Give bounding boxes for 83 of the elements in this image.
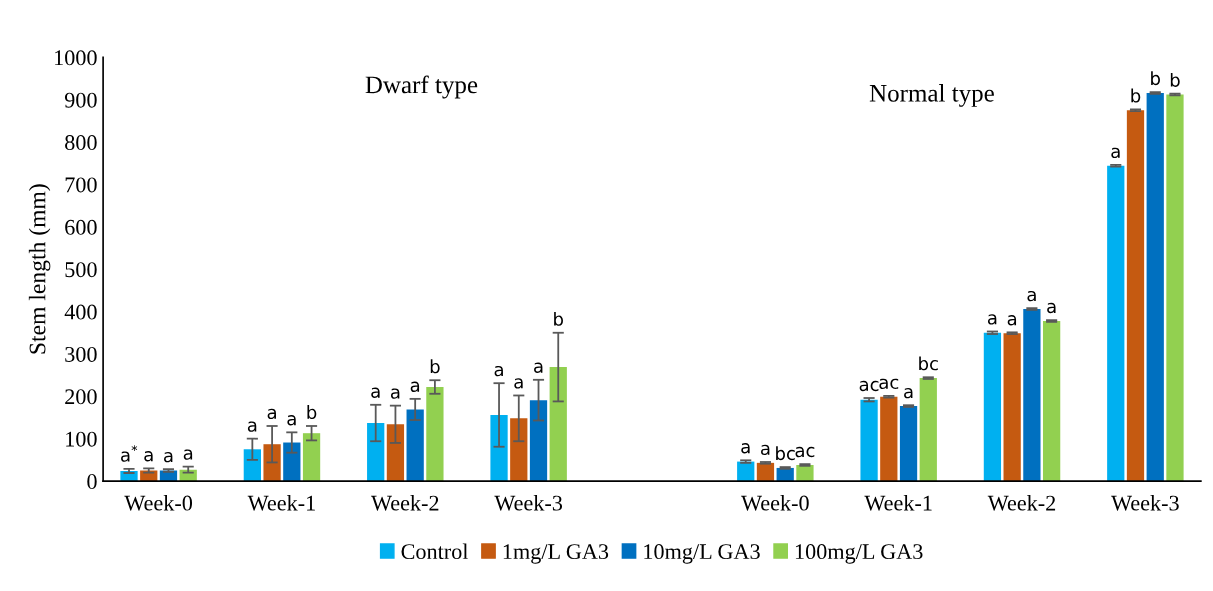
data-label: a — [1111, 147, 1120, 159]
x-tick-label: Week-3 — [494, 494, 563, 511]
legend-label: 100mg/L GA3 — [795, 544, 923, 564]
annotation: Dwarf type — [365, 75, 478, 99]
data-label: a — [164, 451, 173, 463]
bar — [406, 409, 424, 482]
bar — [367, 423, 385, 482]
bar — [529, 400, 548, 482]
y-axis-title: Stem length (mm) — [28, 184, 51, 354]
data-label: b — [430, 359, 440, 374]
data-label: a — [267, 408, 276, 420]
bar — [860, 399, 878, 482]
x-tick-label: Week-1 — [864, 494, 932, 511]
bar — [302, 433, 321, 482]
data-label: a$^{*}$ — [121, 445, 138, 462]
bar — [510, 418, 528, 482]
bar — [899, 406, 918, 482]
y-tick-label: 0 — [87, 474, 97, 489]
y-tick-label: 500 — [65, 262, 97, 278]
bar — [919, 378, 937, 482]
data-label: b — [307, 405, 317, 420]
data-label: a — [144, 451, 153, 462]
bar — [880, 396, 898, 482]
data-label: a — [1027, 290, 1036, 302]
y-tick-label: 300 — [65, 346, 97, 362]
bar — [1023, 309, 1041, 482]
y-tick-label: 1000 — [55, 50, 97, 66]
data-label: a — [390, 388, 400, 399]
data-label: a — [287, 415, 296, 426]
bar — [983, 332, 1002, 482]
data-label: a — [1047, 302, 1056, 314]
data-label: a — [494, 365, 503, 377]
bar — [426, 387, 444, 482]
x-tick-label: Week-1 — [247, 494, 315, 511]
data-label: a — [1007, 315, 1017, 326]
bar — [1042, 320, 1061, 482]
x-tick-label: Week-0 — [124, 494, 193, 511]
bar — [1107, 165, 1125, 482]
data-label: ac — [859, 380, 879, 392]
bar — [1166, 94, 1184, 482]
legend-label: 1mg/L GA3 — [503, 544, 609, 564]
data-label: a — [741, 443, 750, 454]
x-tick-label: Week-2 — [371, 494, 439, 511]
data-label: a — [247, 421, 257, 432]
data-label: b — [1151, 71, 1160, 86]
bar — [490, 414, 508, 482]
data-label: a — [534, 362, 543, 373]
y-tick-label: 800 — [65, 135, 97, 151]
data-label: a — [904, 387, 913, 399]
data-label: a — [761, 444, 770, 456]
y-tick-label: 700 — [65, 177, 97, 193]
x-tick-label: Week-0 — [741, 494, 809, 511]
data-label: a — [987, 314, 997, 325]
bar — [1146, 92, 1164, 482]
data-label: a — [514, 378, 523, 389]
y-tick-label: 600 — [65, 219, 97, 235]
bar — [386, 424, 405, 482]
y-tick-label: 200 — [65, 389, 97, 405]
data-label: b — [1131, 88, 1141, 103]
data-label: b — [1170, 72, 1180, 87]
y-tick-label: 400 — [64, 304, 97, 320]
data-label: a — [183, 449, 193, 460]
bar — [283, 442, 301, 482]
data-label: bc — [776, 446, 795, 461]
data-label: a — [410, 381, 420, 392]
data-label: bc — [919, 356, 938, 371]
bar — [243, 449, 261, 482]
data-label: ac — [795, 446, 815, 458]
y-tick-label: 900 — [64, 92, 97, 108]
annotation: Normal type — [869, 84, 994, 107]
y-tick-label: 100 — [66, 431, 97, 447]
bar — [1003, 333, 1021, 482]
data-label: a — [371, 387, 380, 398]
legend-label: Control — [401, 543, 469, 560]
data-label: b — [554, 311, 563, 326]
bar — [549, 367, 567, 482]
bar — [796, 464, 814, 482]
bar — [263, 444, 281, 482]
legend-label: 10mg/L GA3 — [644, 544, 760, 564]
data-label: ac — [879, 378, 899, 390]
x-tick-label: Week-3 — [1111, 494, 1179, 511]
bar — [1126, 110, 1145, 482]
x-tick-label: Week-2 — [987, 494, 1056, 511]
